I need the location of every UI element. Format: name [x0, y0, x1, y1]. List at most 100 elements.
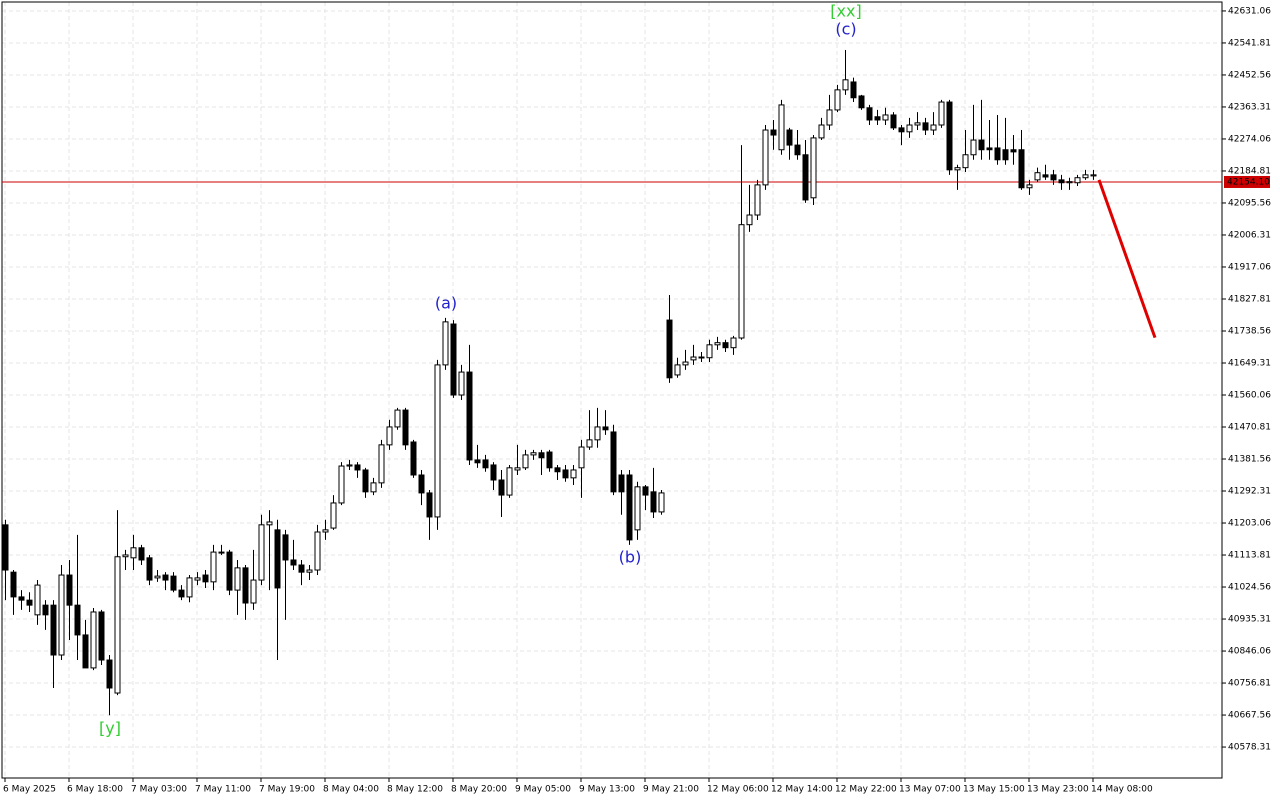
- x-tick-label: 6 May 2025: [3, 785, 56, 795]
- x-tick-label: 9 May 21:00: [643, 785, 699, 795]
- candle-body: [394, 409, 401, 428]
- candle-body: [450, 323, 457, 396]
- candle-body: [170, 575, 177, 591]
- candle-body: [354, 464, 361, 471]
- candle-body: [866, 107, 873, 121]
- candle-body: [210, 551, 217, 583]
- candle-body: [10, 571, 17, 598]
- candle-body: [1050, 174, 1057, 181]
- y-tick-label: 40846.06: [1228, 647, 1271, 657]
- candle-body: [618, 474, 625, 493]
- candle-body: [1034, 172, 1041, 181]
- candle-body: [722, 342, 729, 349]
- candle-body: [426, 492, 433, 518]
- y-tick-label: 42006.31: [1228, 230, 1271, 240]
- candle-body: [586, 439, 593, 448]
- candle-body: [874, 116, 881, 121]
- candle-body: [994, 147, 1001, 161]
- candle-body: [890, 114, 897, 129]
- y-tick-label: 40935.31: [1228, 615, 1271, 625]
- candle-body: [794, 144, 801, 156]
- candle-body: [82, 634, 89, 669]
- candle-body: [218, 551, 225, 554]
- candle-body: [482, 459, 489, 469]
- candle-body: [1090, 174, 1097, 177]
- candle-body: [514, 467, 521, 471]
- candle-body: [114, 556, 121, 694]
- candle-body: [90, 611, 97, 669]
- candle-body: [914, 122, 921, 126]
- candle-body: [842, 79, 849, 91]
- candle-body: [730, 337, 737, 349]
- candle-body: [1002, 149, 1009, 161]
- candle-body: [242, 567, 249, 604]
- candle-body: [18, 596, 25, 601]
- candle-body: [850, 81, 857, 99]
- y-tick-label: 42363.31: [1228, 102, 1271, 112]
- x-tick-label: 13 May 15:00: [963, 785, 1025, 795]
- y-tick-label: 41917.06: [1228, 262, 1271, 272]
- candle-body: [650, 491, 657, 513]
- candle-body: [946, 101, 953, 171]
- candle-body: [498, 479, 505, 496]
- x-tick-label: 8 May 04:00: [323, 785, 379, 795]
- candle-body: [962, 154, 969, 169]
- x-tick-label: 12 May 06:00: [707, 785, 769, 795]
- x-tick-label: 7 May 03:00: [131, 785, 187, 795]
- candle-body: [906, 124, 913, 133]
- candle-body: [714, 342, 721, 346]
- candle-body: [74, 604, 81, 636]
- forecast-line: [1097, 179, 1157, 339]
- x-tick-label: 13 May 07:00: [899, 785, 961, 795]
- candle-body: [154, 575, 161, 579]
- candle-body: [474, 459, 481, 464]
- candle-body: [330, 502, 337, 529]
- y-tick-label: 40667.56: [1228, 711, 1271, 721]
- candle-body: [266, 521, 273, 526]
- candle-body: [642, 486, 649, 496]
- candle-body: [138, 547, 145, 561]
- x-tick-label: 12 May 14:00: [771, 785, 833, 795]
- candle-body: [882, 114, 889, 121]
- candle-body: [58, 574, 65, 656]
- candle-body: [658, 492, 665, 513]
- x-tick-label: 12 May 22:00: [835, 785, 897, 795]
- y-tick-label: 41113.81: [1228, 551, 1271, 561]
- price-label: 42154.10: [1227, 177, 1270, 187]
- candle-body: [602, 426, 609, 431]
- candle-body: [610, 431, 617, 493]
- candle-body: [194, 577, 201, 581]
- candle-body: [130, 547, 137, 559]
- candle-body: [1082, 174, 1089, 179]
- candle-body: [370, 482, 377, 493]
- candle-body: [802, 154, 809, 201]
- candle-body: [1042, 174, 1049, 178]
- candle-body: [1010, 149, 1017, 153]
- candle-body: [834, 89, 841, 111]
- candle-body: [162, 574, 169, 581]
- candle-body: [42, 604, 49, 616]
- candle-body: [578, 446, 585, 469]
- candle-body: [26, 599, 33, 606]
- wave-label: [y]: [99, 719, 121, 738]
- candle-body: [98, 611, 105, 661]
- candle-body: [202, 574, 209, 583]
- candle-body: [378, 444, 385, 484]
- candle-body: [234, 567, 241, 591]
- y-tick-label: 42274.06: [1228, 134, 1271, 144]
- candle-body: [258, 524, 265, 581]
- candle-body: [418, 474, 425, 494]
- wave-label: (a): [435, 293, 457, 312]
- candle-body: [106, 659, 113, 689]
- x-tick-label: 8 May 12:00: [387, 785, 443, 795]
- candle-body: [738, 224, 745, 339]
- y-tick-label: 40578.31: [1228, 743, 1271, 753]
- candle-body: [970, 139, 977, 156]
- candle-body: [338, 465, 345, 504]
- candle-body: [682, 361, 689, 366]
- y-tick-label: 41470.81: [1228, 423, 1271, 433]
- candle-body: [1018, 149, 1025, 189]
- candle-body: [458, 371, 465, 396]
